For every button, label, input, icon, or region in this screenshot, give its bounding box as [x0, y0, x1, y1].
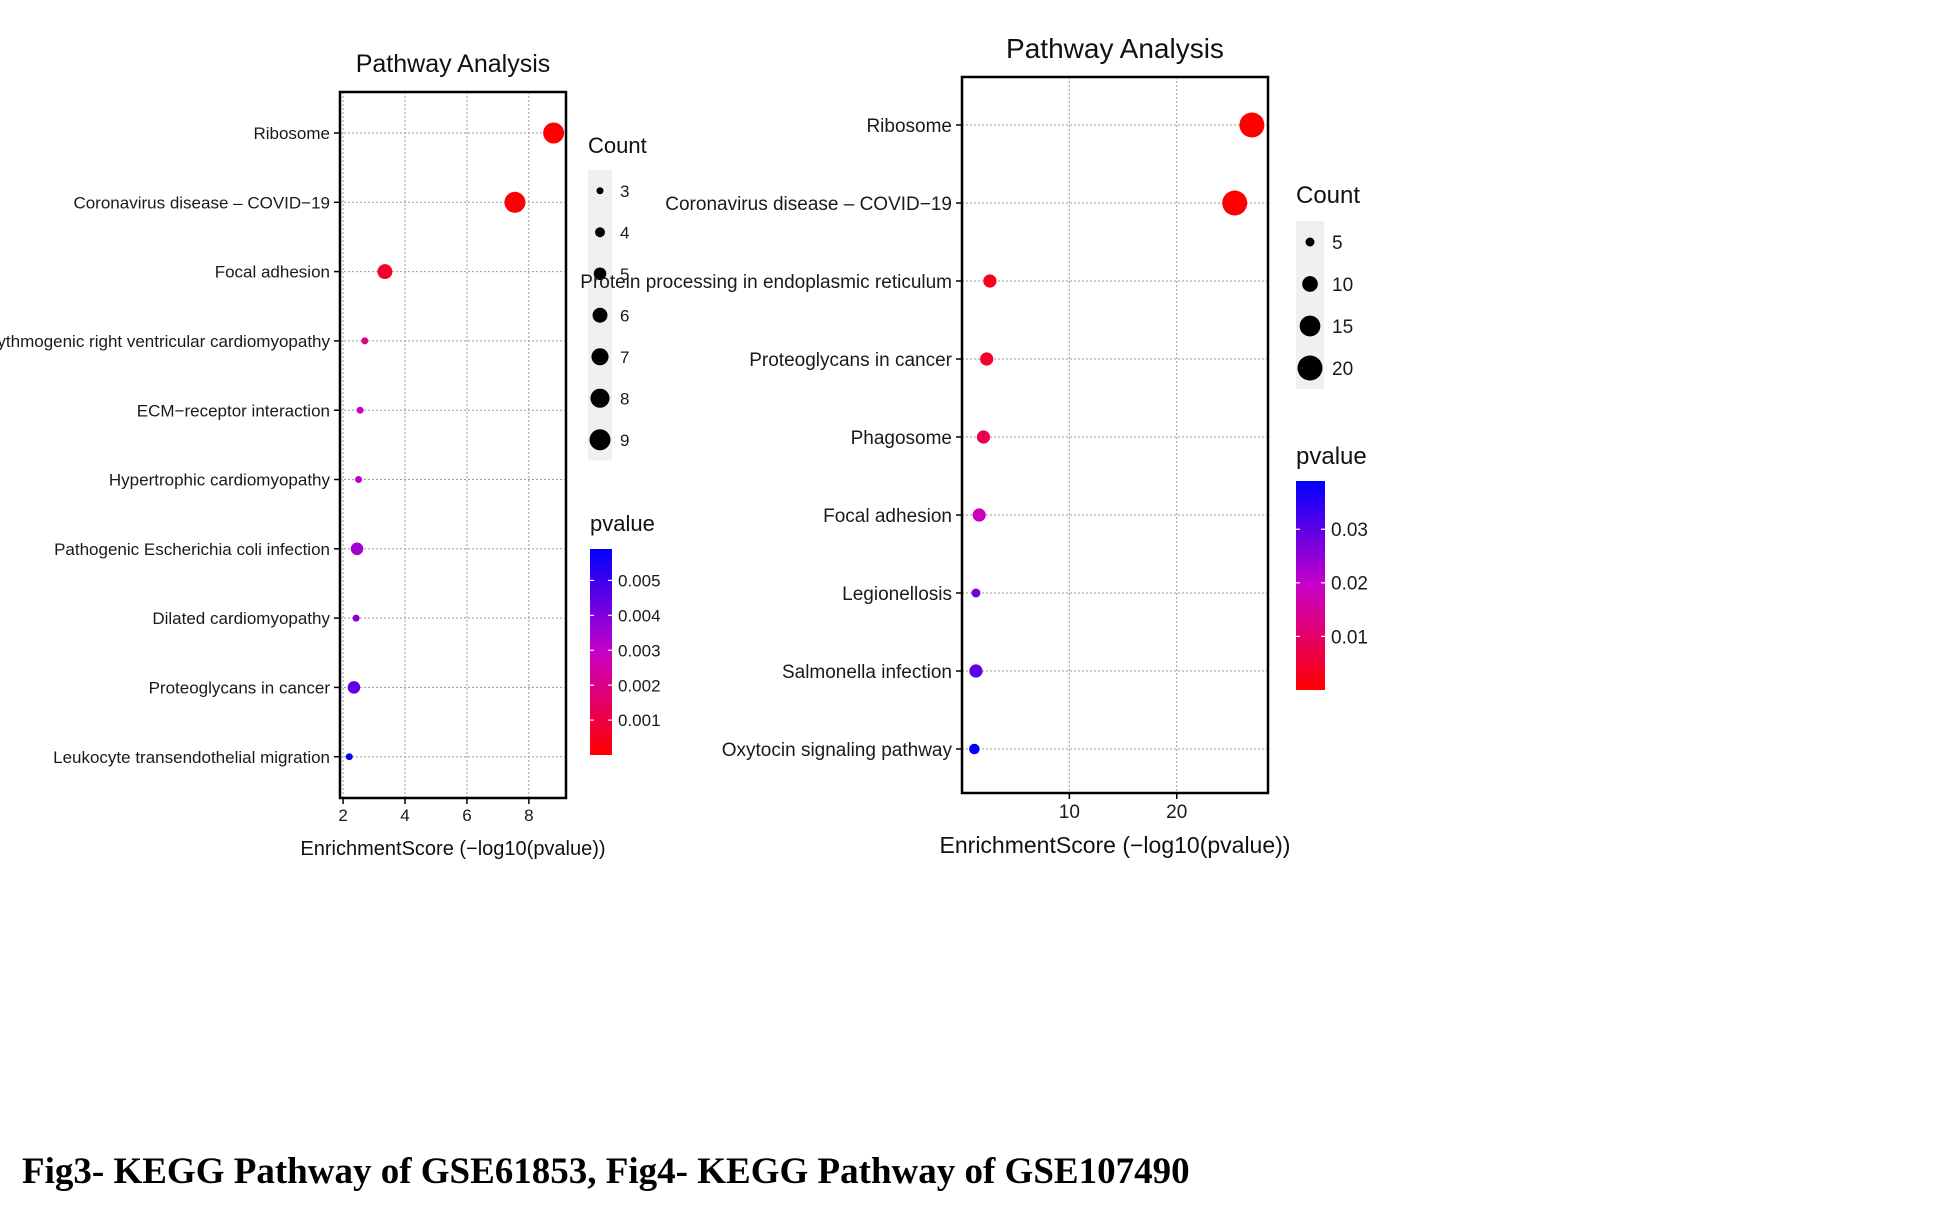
size-legend-dot — [591, 348, 609, 366]
y-tick-label: Protein processing in endoplasmic reticu… — [580, 272, 952, 293]
y-tick-label: Leukocyte transendothelial migration — [53, 748, 330, 767]
data-point — [969, 743, 980, 755]
size-legend-label: 7 — [620, 348, 629, 367]
y-tick-label: Salmonella infection — [782, 662, 952, 683]
size-legend-dot — [596, 187, 604, 195]
color-legend-title: pvalue — [590, 511, 655, 536]
color-legend-label: 0.004 — [618, 606, 661, 625]
size-legend-label: 8 — [620, 389, 629, 408]
plot-border — [960, 75, 1270, 795]
size-legend-label: 9 — [620, 431, 629, 450]
size-legend-label: 5 — [1332, 233, 1343, 254]
plot-border — [338, 90, 568, 800]
chart-title: Pathway Analysis — [1006, 33, 1224, 64]
data-point — [543, 122, 565, 144]
data-point — [352, 614, 360, 622]
chart-1: Ribosome Coronavirus disease – COVID−19 Fo… — [0, 50, 661, 860]
data-point — [972, 508, 986, 522]
data-point — [969, 664, 983, 678]
x-tick-label: 6 — [462, 806, 471, 825]
plot-area — [340, 92, 566, 798]
figure-caption: Fig3- KEGG Pathway of GSE61853, Fig4- KE… — [22, 1151, 1190, 1192]
size-legend-dot — [593, 267, 607, 281]
data-point — [983, 274, 997, 288]
y-tick-label: Proteoglycans in cancer — [149, 679, 331, 698]
color-legend-label: 0.001 — [618, 711, 661, 730]
y-tick-label: Hypertrophic cardiomyopathy — [109, 471, 331, 490]
data-point — [504, 191, 526, 213]
size-legend-dot — [592, 307, 608, 323]
y-tick-label: Coronavirus disease – COVID−19 — [665, 194, 952, 215]
y-tick-label: Oxytocin signaling pathway — [722, 740, 953, 761]
y-tick-label: Phagosome — [851, 428, 952, 449]
data-point — [1222, 190, 1248, 216]
size-legend-title: Count — [588, 133, 647, 158]
color-legend-bar — [590, 549, 612, 755]
color-legend-title: pvalue — [1296, 443, 1367, 470]
color-legend-label: 0.03 — [1331, 520, 1368, 541]
data-point — [976, 430, 991, 444]
y-tick-label: Focal adhesion — [215, 263, 330, 282]
y-tick-label: Arrhythmogenic right ventricular cardiom… — [0, 332, 330, 351]
data-point — [355, 476, 363, 483]
chart-2: Ribosome Coronavirus disease – COVID−19 Pr… — [580, 33, 1368, 858]
y-tick-label: Ribosome — [866, 116, 952, 137]
y-tick-label: ECM−receptor interaction — [137, 401, 330, 420]
x-tick-label: 20 — [1166, 802, 1187, 823]
color-legend-label: 0.003 — [618, 641, 661, 660]
y-tick-label: Legionellosis — [842, 584, 952, 605]
size-legend-label: 10 — [1332, 275, 1353, 296]
size-legend-label: 3 — [620, 182, 629, 201]
color-legend-label: 0.01 — [1331, 627, 1368, 648]
color-legend-label: 0.02 — [1331, 574, 1368, 595]
y-tick-label: Proteoglycans in cancer — [749, 350, 952, 371]
y-tick-label: Pathogenic Escherichia coli infection — [54, 540, 330, 559]
color-legend-bar — [1296, 481, 1325, 690]
y-tick-label: Coronavirus disease – COVID−19 — [73, 193, 330, 212]
data-point — [361, 337, 369, 345]
size-legend-label: 20 — [1332, 359, 1353, 380]
x-axis-label: EnrichmentScore (−log10(pvalue)) — [940, 832, 1291, 858]
x-tick-label: 4 — [400, 806, 409, 825]
chart-title: Pathway Analysis — [356, 50, 551, 78]
data-point — [971, 588, 981, 598]
y-tick-label: Dilated cardiomyopathy — [152, 609, 330, 628]
size-legend-dot — [589, 429, 611, 451]
size-legend-dot — [1299, 315, 1321, 337]
data-point — [1239, 112, 1265, 138]
size-legend-dot — [1297, 355, 1323, 381]
plot-area — [962, 77, 1268, 793]
size-legend-label: 6 — [620, 306, 629, 325]
data-point — [377, 264, 393, 280]
color-legend-label: 0.005 — [618, 572, 661, 591]
y-tick-label: Focal adhesion — [823, 506, 952, 527]
y-tick-label: Ribosome — [253, 124, 330, 143]
x-axis-label: EnrichmentScore (−log10(pvalue)) — [300, 838, 605, 860]
x-tick-label: 10 — [1059, 802, 1080, 823]
size-legend-label: 15 — [1332, 317, 1353, 338]
data-point — [980, 352, 994, 366]
size-legend-label: 4 — [620, 223, 629, 242]
size-legend-label: 5 — [620, 265, 629, 284]
data-point — [345, 753, 353, 761]
size-legend-dot — [1302, 276, 1318, 292]
data-point — [356, 406, 364, 414]
size-legend-title: Count — [1296, 182, 1360, 209]
size-legend-dot — [1305, 237, 1315, 247]
data-point — [350, 542, 364, 556]
x-tick-label: 2 — [338, 806, 347, 825]
size-legend-dot — [590, 388, 610, 408]
data-point — [347, 681, 361, 694]
size-legend-dot — [595, 227, 605, 238]
x-tick-label: 8 — [524, 806, 533, 825]
color-legend-label: 0.002 — [618, 676, 661, 695]
